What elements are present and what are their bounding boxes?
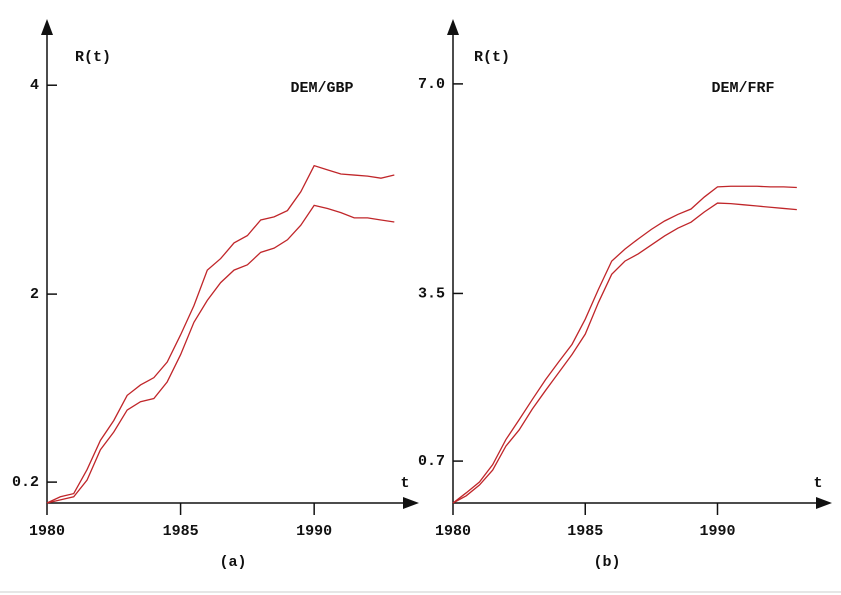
y-tick-label: 4 — [30, 77, 39, 94]
y-tick-label: 0.2 — [12, 474, 39, 491]
y-tick-label: 7.0 — [418, 76, 445, 93]
x-tick-label: 1980 — [435, 523, 471, 540]
x-tick-label: 1990 — [296, 523, 332, 540]
series-line — [46, 164, 395, 504]
series-line — [46, 204, 395, 504]
x-axis-label: t — [813, 475, 822, 492]
annotation: DEM/GBP — [290, 80, 353, 97]
annotation: DEM/FRF — [711, 80, 774, 97]
y-axis-label: R(t) — [75, 49, 111, 66]
series-line — [452, 202, 797, 504]
y-axis-arrow — [41, 19, 53, 35]
caption: (b) — [593, 554, 620, 571]
x-axis-arrow — [403, 497, 419, 509]
y-tick-label: 2 — [30, 286, 39, 303]
y-axis-label: R(t) — [474, 49, 510, 66]
series-line — [452, 185, 797, 504]
y-axis-arrow — [447, 19, 459, 35]
x-axis-label: t — [400, 475, 409, 492]
x-tick-label: 1990 — [699, 523, 735, 540]
x-tick-label: 1980 — [29, 523, 65, 540]
x-tick-label: 1985 — [163, 523, 199, 540]
x-axis-arrow — [816, 497, 832, 509]
caption: (a) — [219, 554, 246, 571]
y-tick-label: 0.7 — [418, 453, 445, 470]
x-tick-label: 1985 — [567, 523, 603, 540]
y-tick-label: 3.5 — [418, 285, 445, 302]
